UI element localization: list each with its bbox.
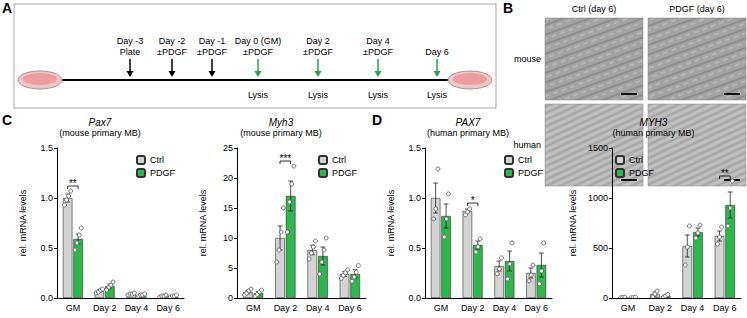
svg-text:Plate: Plate	[120, 47, 141, 57]
svg-text:Day -3: Day -3	[117, 36, 144, 46]
svg-text:MYH3: MYH3	[640, 117, 668, 128]
svg-text:Day 4: Day 4	[493, 303, 517, 313]
svg-text:0.0: 0.0	[40, 293, 53, 303]
svg-text:10: 10	[223, 233, 233, 243]
svg-text:1500: 1500	[588, 143, 608, 153]
svg-text:Day 6: Day 6	[713, 303, 737, 313]
svg-text:1.0: 1.0	[408, 193, 421, 203]
svg-text:Day -1: Day -1	[199, 36, 226, 46]
svg-text:±PDGF: ±PDGF	[157, 47, 187, 57]
svg-text:Ctrl: Ctrl	[332, 155, 346, 165]
svg-text:Day 2: Day 2	[461, 303, 485, 313]
svg-text:GM: GM	[434, 303, 449, 313]
svg-text:0: 0	[228, 293, 233, 303]
html-text:C: C	[2, 112, 13, 128]
svg-text:Ctrl: Ctrl	[150, 155, 164, 165]
svg-text:GM: GM	[246, 303, 261, 313]
svg-text:Day 4: Day 4	[366, 36, 390, 46]
svg-text:PDGF: PDGF	[518, 168, 544, 178]
svg-text:1.5: 1.5	[408, 143, 421, 153]
svg-text:25: 25	[223, 143, 233, 153]
svg-text:Ctrl (day 6): Ctrl (day 6)	[572, 4, 617, 14]
svg-text:Day 0 (GM): Day 0 (GM)	[235, 36, 282, 46]
svg-text:Day -2: Day -2	[159, 36, 186, 46]
svg-text:GM: GM	[66, 303, 81, 313]
svg-text:PDGF: PDGF	[150, 168, 176, 178]
svg-text:Pax7: Pax7	[89, 117, 112, 128]
svg-text:Day 4: Day 4	[681, 303, 705, 313]
svg-text:Day 6: Day 6	[524, 303, 548, 313]
svg-text:GM: GM	[621, 303, 636, 313]
svg-text:0.5: 0.5	[40, 243, 53, 253]
svg-text:rel. mRNA levels: rel. mRNA levels	[198, 189, 208, 256]
svg-text:rel. mRNA levels: rel. mRNA levels	[568, 189, 578, 256]
svg-text:Day 2: Day 2	[93, 303, 117, 313]
svg-text:Day 2: Day 2	[306, 36, 330, 46]
svg-text:human: human	[513, 140, 541, 150]
svg-text:Lysis: Lysis	[308, 90, 329, 100]
svg-text:1.5: 1.5	[40, 143, 53, 153]
svg-text:±PDGF: ±PDGF	[197, 47, 227, 57]
svg-text:(mouse primary MB): (mouse primary MB)	[240, 128, 322, 138]
svg-text:0: 0	[603, 293, 608, 303]
svg-text:Lysis: Lysis	[248, 90, 269, 100]
svg-text:Day 6: Day 6	[425, 47, 449, 57]
svg-text:(mouse primary MB): (mouse primary MB)	[59, 128, 141, 138]
svg-text:rel. mRNA levels: rel. mRNA levels	[386, 189, 396, 256]
svg-text:***: ***	[280, 153, 292, 164]
html-text:B: B	[503, 0, 514, 16]
svg-text:mouse: mouse	[514, 54, 541, 64]
html-text:D: D	[372, 112, 383, 128]
svg-text:Lysis: Lysis	[368, 90, 389, 100]
svg-text:(human primary MB): (human primary MB)	[612, 128, 694, 138]
svg-text:rel. mRNA levels: rel. mRNA levels	[18, 189, 28, 256]
svg-text:Myh3: Myh3	[269, 117, 294, 128]
svg-text:5: 5	[228, 263, 233, 273]
svg-text:Ctrl: Ctrl	[518, 155, 532, 165]
svg-text:**: **	[721, 168, 729, 179]
svg-text:500: 500	[593, 243, 608, 253]
svg-text:PDGF: PDGF	[629, 168, 655, 178]
svg-text:0.5: 0.5	[408, 243, 421, 253]
svg-text:1000: 1000	[588, 193, 608, 203]
svg-text:0.0: 0.0	[408, 293, 421, 303]
svg-text:Day 6: Day 6	[338, 303, 362, 313]
svg-text:Day 2: Day 2	[649, 303, 673, 313]
html-text:A: A	[2, 0, 13, 16]
svg-text:±PDGF: ±PDGF	[243, 47, 273, 57]
svg-text:Lysis: Lysis	[427, 90, 448, 100]
svg-text:Day 2: Day 2	[274, 303, 298, 313]
svg-text:±PDGF: ±PDGF	[363, 47, 393, 57]
svg-text:PDGF (day 6): PDGF (day 6)	[669, 4, 725, 14]
svg-text:1.0: 1.0	[40, 193, 53, 203]
svg-text:Day 6: Day 6	[156, 303, 180, 313]
svg-text:Day 4: Day 4	[306, 303, 330, 313]
svg-text:15: 15	[223, 203, 233, 213]
svg-text:Day 4: Day 4	[125, 303, 149, 313]
svg-text:20: 20	[223, 173, 233, 183]
svg-text:(human primary MB): (human primary MB)	[427, 128, 509, 138]
svg-text:PDGF: PDGF	[332, 168, 358, 178]
svg-text:PAX7: PAX7	[456, 117, 481, 128]
svg-text:*: *	[471, 195, 475, 206]
svg-text:±PDGF: ±PDGF	[303, 47, 333, 57]
svg-text:Ctrl: Ctrl	[629, 155, 643, 165]
svg-text:**: **	[69, 178, 77, 189]
